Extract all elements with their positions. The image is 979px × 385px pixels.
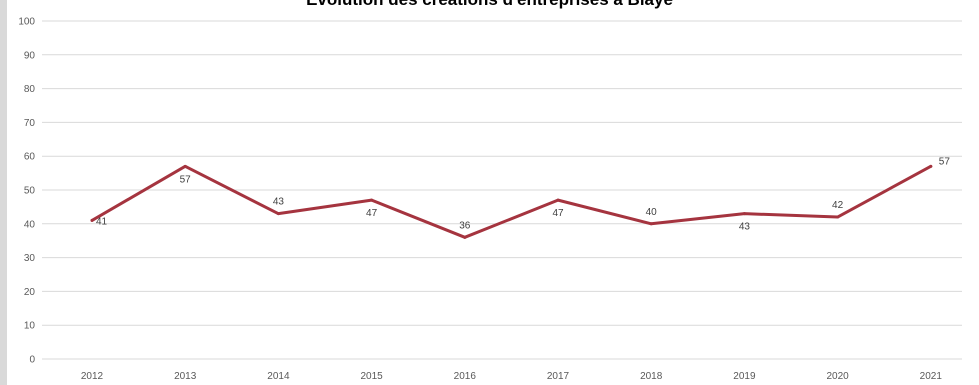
data-label: 43 <box>273 197 285 208</box>
data-point <box>183 164 187 168</box>
y-tick-label: 40 <box>24 219 36 230</box>
data-point <box>836 215 840 219</box>
data-label: 57 <box>939 156 951 167</box>
x-tick-label: 2018 <box>640 371 663 382</box>
x-tick-label: 2019 <box>733 371 756 382</box>
data-labels: 41 57 43 47 36 47 40 43 42 57 <box>96 156 950 232</box>
data-point <box>649 222 653 226</box>
data-label: 43 <box>739 222 751 233</box>
y-tick-label: 60 <box>24 152 36 163</box>
y-axis-ticks: 0 10 20 30 40 50 60 70 80 90 100 <box>18 17 35 366</box>
y-tick-label: 100 <box>18 17 35 28</box>
data-point <box>929 164 933 168</box>
y-tick-label: 0 <box>29 355 35 366</box>
x-tick-label: 2013 <box>174 371 197 382</box>
x-tick-label: 2014 <box>267 371 290 382</box>
x-axis-ticks: 2012 2013 2014 2015 2016 2017 2018 2019 2020 2021 <box>81 371 942 382</box>
data-point <box>463 235 467 239</box>
data-point <box>742 212 746 216</box>
data-point <box>370 198 374 202</box>
x-tick-label: 2021 <box>920 371 943 382</box>
chart-title: Evolution des créations d'entreprises à … <box>0 0 979 10</box>
data-label: 47 <box>366 208 378 219</box>
x-tick-label: 2017 <box>547 371 570 382</box>
series-line-layer <box>90 164 933 239</box>
y-tick-label: 70 <box>24 118 36 129</box>
data-point <box>276 212 280 216</box>
x-tick-label: 2015 <box>360 371 383 382</box>
data-label: 41 <box>96 216 108 227</box>
x-tick-label: 2020 <box>826 371 849 382</box>
y-tick-label: 50 <box>24 186 36 197</box>
data-label: 36 <box>459 220 471 231</box>
data-point <box>556 198 560 202</box>
chart-area <box>7 0 979 385</box>
y-tick-label: 10 <box>24 321 36 332</box>
y-tick-label: 90 <box>24 50 36 61</box>
series-line <box>90 164 933 239</box>
data-label: 57 <box>180 174 192 185</box>
gridlines <box>42 20 962 360</box>
data-label: 42 <box>832 200 844 211</box>
data-point <box>90 218 94 222</box>
x-tick-label: 2012 <box>81 371 104 382</box>
y-tick-label: 80 <box>24 84 36 95</box>
y-tick-label: 30 <box>24 253 36 264</box>
data-label: 40 <box>646 207 658 218</box>
data-label: 47 <box>552 208 564 219</box>
x-tick-label: 2016 <box>454 371 477 382</box>
y-tick-label: 20 <box>24 287 36 298</box>
